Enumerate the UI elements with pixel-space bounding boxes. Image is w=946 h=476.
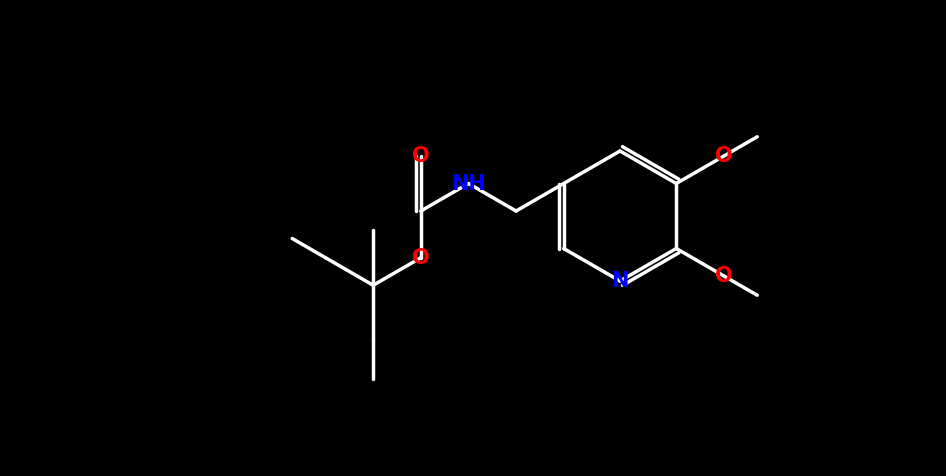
Text: O: O: [412, 146, 429, 166]
Text: N: N: [611, 271, 629, 291]
Text: NH: NH: [451, 173, 486, 194]
Text: O: O: [715, 146, 733, 166]
Text: O: O: [412, 248, 429, 268]
Text: O: O: [715, 266, 733, 286]
